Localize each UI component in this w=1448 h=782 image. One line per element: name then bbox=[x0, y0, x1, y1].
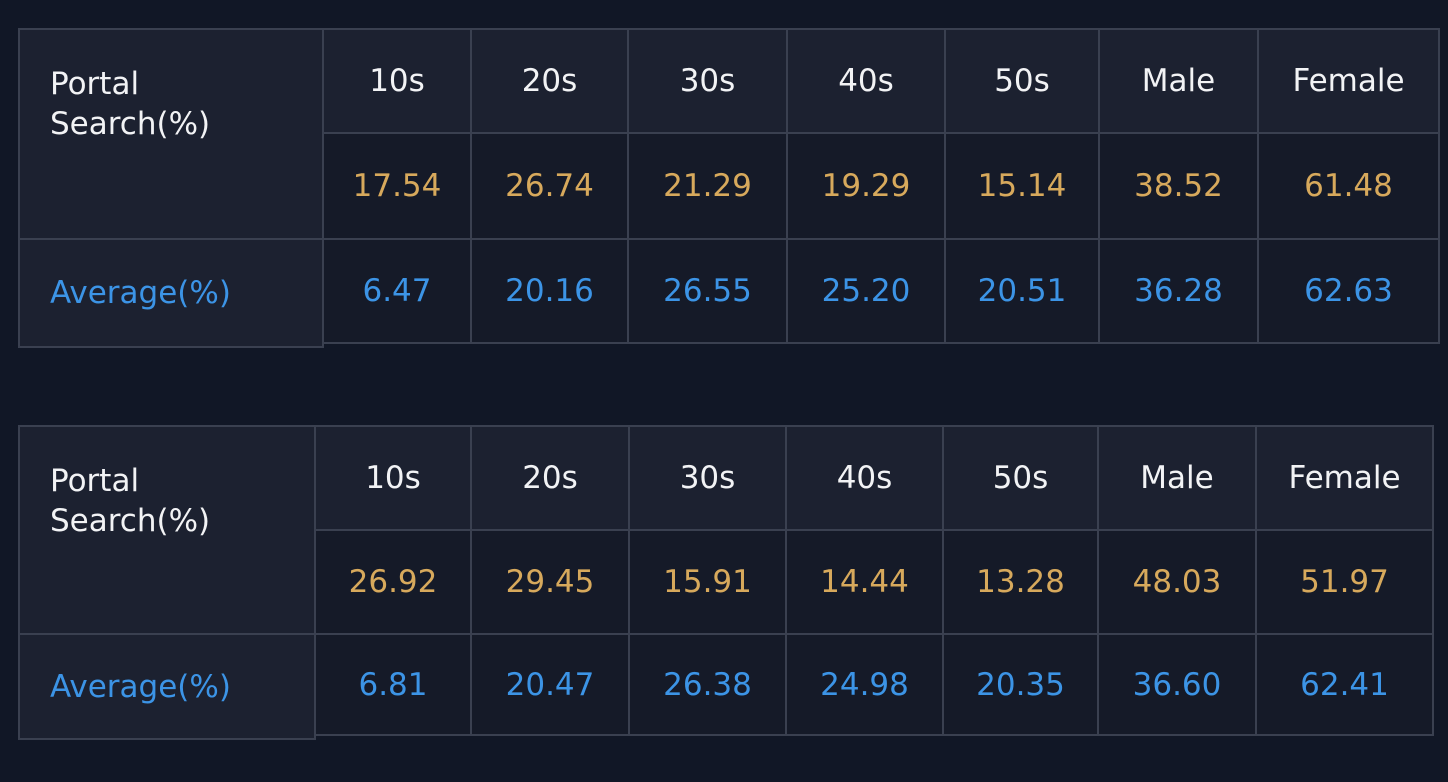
portal-value: 38.52 bbox=[1098, 132, 1259, 240]
column-header: Female bbox=[1257, 28, 1440, 134]
portal-value: 15.14 bbox=[944, 132, 1100, 240]
portal-value: 13.28 bbox=[942, 529, 1099, 635]
portal-value: 61.48 bbox=[1257, 132, 1440, 240]
portal-value: 26.92 bbox=[314, 529, 472, 635]
portal-value: 26.74 bbox=[470, 132, 629, 240]
average-value: 6.81 bbox=[314, 633, 472, 736]
average-value: 26.55 bbox=[627, 238, 788, 344]
average-value: 20.51 bbox=[944, 238, 1100, 344]
column-header: 40s bbox=[786, 28, 946, 134]
column-header: 30s bbox=[628, 425, 787, 531]
portal-value: 19.29 bbox=[786, 132, 946, 240]
average-value: 24.98 bbox=[785, 633, 944, 736]
portal-value: 17.54 bbox=[322, 132, 472, 240]
portal-value: 21.29 bbox=[627, 132, 788, 240]
column-header: Female bbox=[1255, 425, 1434, 531]
average-value: 26.38 bbox=[628, 633, 787, 736]
average-value: 62.63 bbox=[1257, 238, 1440, 344]
portal-value: 15.91 bbox=[628, 529, 787, 635]
average-value: 20.47 bbox=[470, 633, 630, 736]
portal-value: 14.44 bbox=[785, 529, 944, 635]
column-header: 50s bbox=[942, 425, 1099, 531]
row-label: Portal Search(%) bbox=[18, 28, 324, 240]
average-value: 62.41 bbox=[1255, 633, 1434, 736]
column-header: 50s bbox=[944, 28, 1100, 134]
average-label: Average(%) bbox=[18, 238, 324, 348]
average-value: 6.47 bbox=[322, 238, 472, 344]
portal-value: 51.97 bbox=[1255, 529, 1434, 635]
average-value: 20.35 bbox=[942, 633, 1099, 736]
column-header: 10s bbox=[322, 28, 472, 134]
average-value: 36.28 bbox=[1098, 238, 1259, 344]
column-header: 10s bbox=[314, 425, 472, 531]
column-header: 30s bbox=[627, 28, 788, 134]
portal-value: 29.45 bbox=[470, 529, 630, 635]
average-value: 20.16 bbox=[470, 238, 629, 344]
average-label: Average(%) bbox=[18, 633, 316, 740]
portal-value: 48.03 bbox=[1097, 529, 1257, 635]
column-header: Male bbox=[1097, 425, 1257, 531]
column-header: 20s bbox=[470, 425, 630, 531]
column-header: Male bbox=[1098, 28, 1259, 134]
average-value: 36.60 bbox=[1097, 633, 1257, 736]
row-label: Portal Search(%) bbox=[18, 425, 316, 635]
average-value: 25.20 bbox=[786, 238, 946, 344]
column-header: 20s bbox=[470, 28, 629, 134]
column-header: 40s bbox=[785, 425, 944, 531]
